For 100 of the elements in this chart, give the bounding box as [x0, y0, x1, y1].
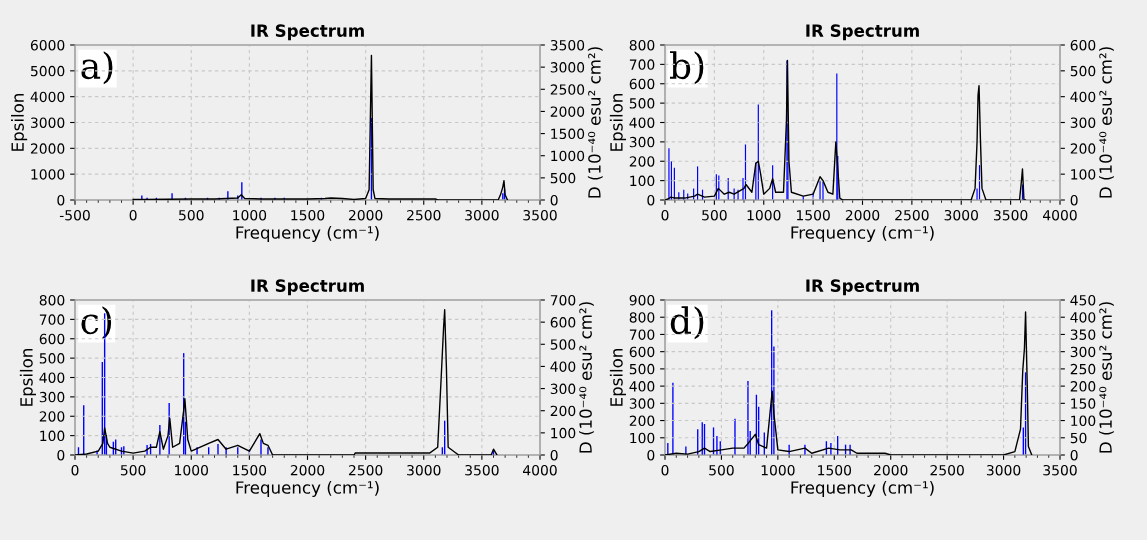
y-tick-label: 800: [629, 312, 655, 323]
y2-axis-title: D (10⁻⁴⁰ esu² cm²): [1099, 47, 1114, 198]
y-tick-label: 600: [629, 346, 655, 358]
y-tick-label: 400: [629, 117, 655, 128]
x-axis-title: Frequency (cm⁻¹): [791, 225, 934, 243]
y2-tick-label: 0: [550, 194, 558, 206]
x-tick-label: 500: [179, 209, 204, 221]
y2-tick-label: 0: [1070, 449, 1078, 461]
x-tick-label: 3500: [994, 209, 1028, 221]
y2-tick-label: 400: [550, 361, 576, 372]
y2-tick-label: 3500: [550, 39, 585, 51]
x-tick-label: 4000: [523, 464, 557, 476]
y2-tick-label: 150: [1071, 398, 1096, 409]
y2-tick-label: 200: [1070, 381, 1096, 392]
y2-tick-label: 0: [1070, 194, 1078, 206]
annotation: d): [670, 306, 704, 340]
y-tick-label: 400: [39, 372, 65, 383]
y-tick-label: 700: [629, 329, 655, 340]
y-axis-title: Epsilon: [11, 94, 28, 151]
x-tick-label: 1000: [761, 464, 795, 476]
x-tick-label: 1000: [175, 464, 208, 476]
x-tick-label: 1000: [233, 209, 267, 221]
y-tick-label: 600: [629, 78, 655, 90]
y-tick-label: 700: [629, 59, 655, 70]
x-tick-label: 2000: [290, 464, 325, 476]
x-tick-label: 0: [661, 209, 669, 221]
x-tick-label: 2000: [348, 209, 383, 221]
y-tick-label: 100: [630, 432, 655, 444]
y2-tick-label: 2000: [550, 106, 585, 117]
y-tick-label: 500: [629, 98, 655, 109]
y-tick-label: 6000: [30, 39, 65, 51]
x-tick-label: 3000: [986, 464, 1021, 476]
y-tick-label: 3000: [30, 117, 65, 128]
y2-tick-label: 100: [1071, 169, 1096, 180]
y-tick-label: 0: [647, 194, 655, 206]
y2-tick-label: 450: [1070, 294, 1096, 306]
x-axis-title: Frequency (cm⁻¹): [236, 225, 379, 243]
y-tick-label: 100: [630, 175, 655, 187]
y-tick-label: 800: [39, 294, 65, 306]
y-tick-label: 5000: [31, 65, 65, 77]
y2-tick-label: 50: [1070, 432, 1087, 444]
y-tick-label: 700: [39, 314, 65, 325]
y2-tick-label: 3000: [550, 62, 585, 73]
y2-tick-label: 100: [551, 427, 576, 439]
x-tick-label: 1500: [818, 464, 852, 476]
y-tick-label: 500: [629, 363, 655, 375]
y-tick-label: 400: [629, 381, 655, 392]
y2-axis-title: D (10⁻⁴⁰ esu² cm²): [579, 302, 594, 453]
x-axis-title: Frequency (cm⁻¹): [791, 480, 934, 498]
y2-tick-label: 400: [1070, 91, 1096, 103]
y2-tick-label: 600: [550, 317, 576, 328]
annotation: a): [81, 51, 113, 85]
y2-tick-label: 250: [1070, 363, 1096, 375]
x-axis-title: Frequency (cm⁻¹): [236, 480, 379, 498]
y2-tick-label: 500: [550, 339, 576, 350]
y2-tick-label: 500: [1070, 65, 1096, 77]
y2-tick-label: 1500: [551, 128, 585, 140]
x-tick-label: 2500: [895, 209, 929, 221]
x-tick-label: 3500: [1043, 464, 1077, 476]
x-tick-label: 2000: [874, 464, 908, 476]
y-tick-label: 300: [629, 398, 655, 409]
x-tick-label: 0: [71, 464, 79, 476]
y-tick-label: 0: [57, 194, 65, 206]
y-tick-label: 1000: [31, 169, 65, 180]
x-tick-label: 500: [702, 209, 727, 221]
y2-tick-label: 200: [1070, 143, 1096, 154]
y-axis-title: Epsilon: [609, 94, 626, 151]
chart-title: IR Spectrum: [251, 24, 364, 41]
x-tick-label: 3000: [407, 464, 441, 476]
x-tick-label: 3500: [465, 464, 499, 476]
y-tick-label: 4000: [30, 91, 65, 103]
y2-tick-label: 0: [550, 449, 558, 461]
y2-tick-label: 300: [1070, 346, 1096, 358]
y-tick-label: 500: [39, 353, 65, 364]
y2-tick-label: 2500: [550, 84, 585, 95]
y-axis-title: Epsilon: [609, 349, 626, 406]
y2-tick-label: 1000: [551, 150, 585, 162]
y2-tick-label: 300: [550, 383, 576, 395]
x-tick-label: 500: [709, 464, 734, 476]
y2-tick-label: 400: [1070, 312, 1096, 323]
x-tick-label: 3500: [523, 209, 557, 221]
x-tick-label: 1000: [747, 209, 781, 221]
x-tick-label: 1500: [291, 209, 325, 221]
y-tick-label: 300: [629, 136, 655, 148]
y-tick-label: 800: [629, 39, 655, 51]
y-tick-label: 200: [629, 156, 655, 167]
y2-tick-label: 700: [550, 294, 576, 306]
x-tick-label: 2500: [348, 464, 383, 476]
x-tick-label: 4000: [1043, 209, 1077, 221]
x-tick-label: 0: [129, 209, 137, 221]
chart-title: IR Spectrum: [251, 279, 364, 296]
x-tick-label: 2500: [407, 209, 441, 221]
y2-tick-label: 100: [1071, 415, 1096, 427]
y2-tick-label: 500: [550, 172, 576, 184]
x-tick-label: 2500: [930, 464, 964, 476]
y-axis-title: Epsilon: [19, 349, 36, 406]
x-tick-label: 3000: [944, 209, 978, 221]
y2-tick-label: 300: [1070, 117, 1096, 128]
chart-title: IR Spectrum: [806, 24, 919, 41]
y-tick-label: 100: [40, 430, 65, 442]
